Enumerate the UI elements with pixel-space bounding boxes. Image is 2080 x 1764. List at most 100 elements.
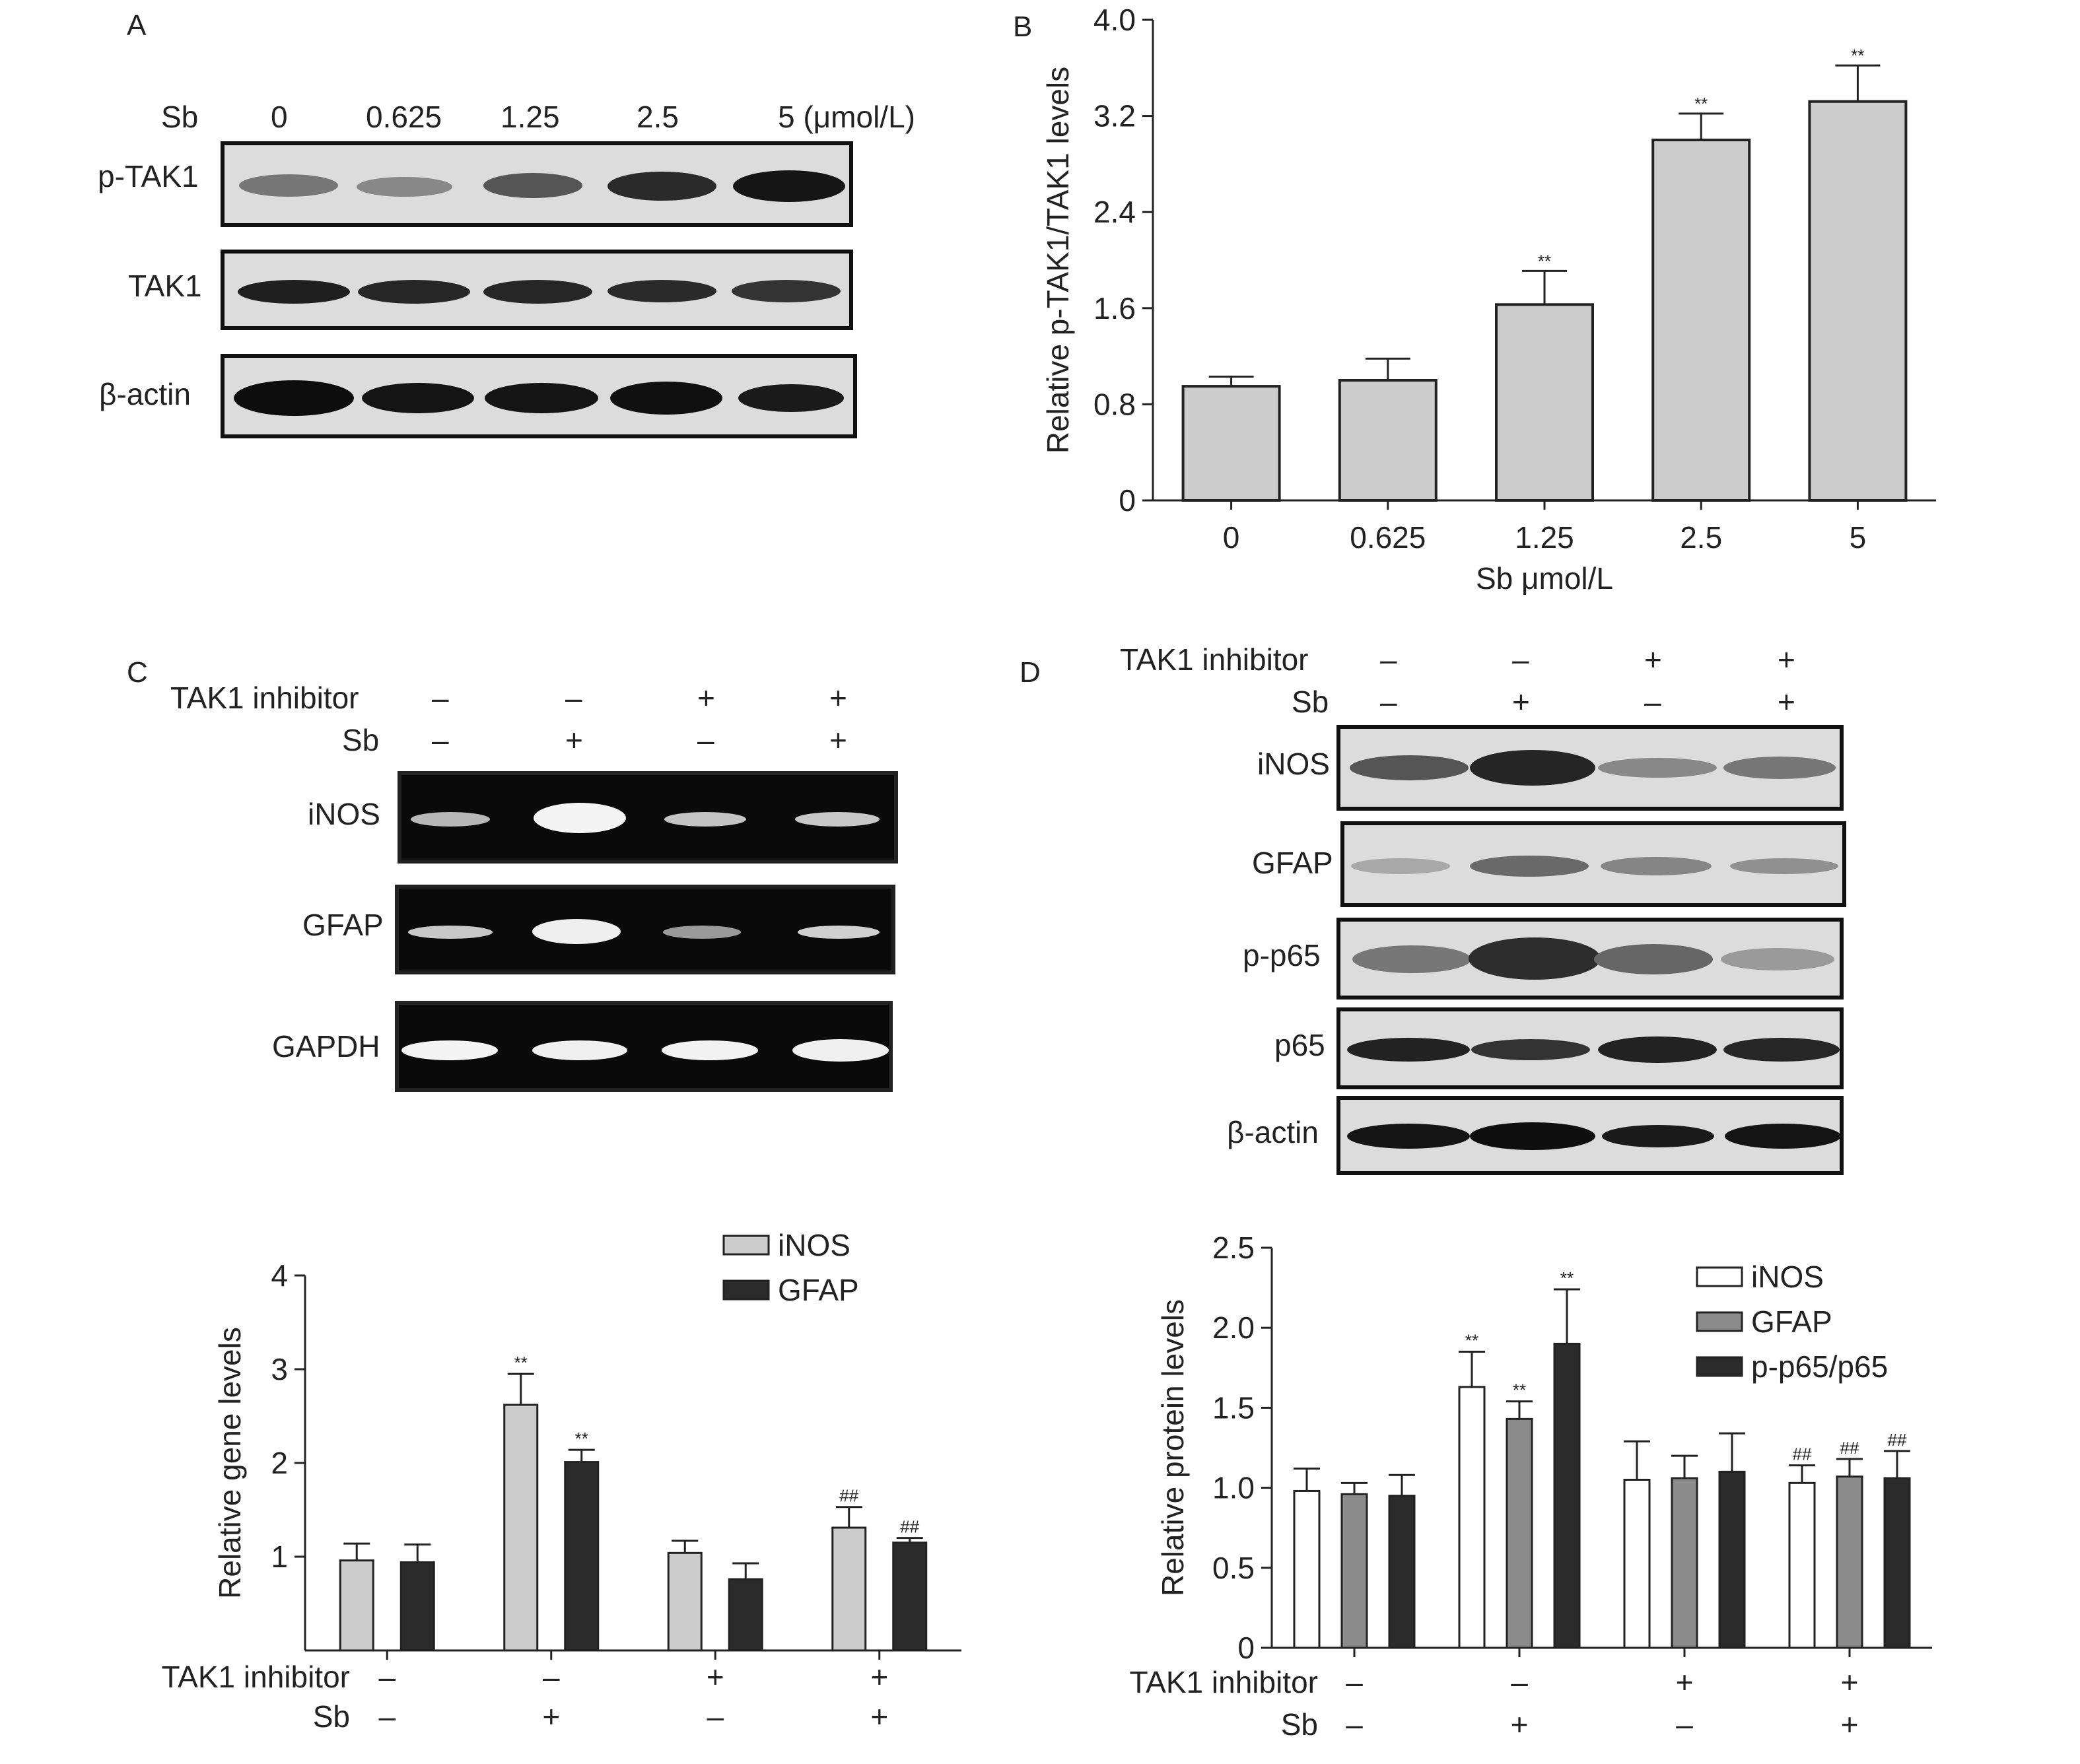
blot-row-label: p-TAK1 xyxy=(98,159,199,193)
y-tick-label: 1.6 xyxy=(1093,291,1136,325)
treatment-sign: – xyxy=(432,681,449,715)
blot-band xyxy=(1602,1125,1714,1147)
blot-band xyxy=(610,382,722,415)
treatment-sign: + xyxy=(1778,685,1795,719)
blot-band xyxy=(1598,758,1717,778)
treatment-sign: + xyxy=(870,1660,888,1694)
blot-band xyxy=(1470,750,1595,786)
treatment-sign: – xyxy=(378,1699,396,1734)
treatment-sign: + xyxy=(1644,642,1662,677)
treatment-sign: + xyxy=(707,1660,724,1694)
treatment-sign: – xyxy=(378,1660,396,1694)
treatment-sign: + xyxy=(542,1699,560,1734)
bar xyxy=(339,1559,374,1652)
treatment-sign: – xyxy=(707,1699,724,1734)
blot-d-p-p65 xyxy=(1336,918,1844,1000)
treatment-sign: + xyxy=(829,681,847,715)
gel-band xyxy=(532,919,621,944)
gel-c-gfap xyxy=(395,885,895,974)
blot-band xyxy=(483,280,592,304)
gel-band xyxy=(795,812,880,827)
gel-c-inos xyxy=(398,771,898,864)
treatment-sign: + xyxy=(1512,685,1530,719)
treatment-sign: + xyxy=(1841,1665,1859,1699)
bar xyxy=(1495,303,1594,502)
y-tick-label: 0 xyxy=(1237,1631,1255,1665)
legend-label: iNOS xyxy=(778,1228,850,1262)
bar xyxy=(892,1542,928,1652)
blot-band xyxy=(1594,944,1713,974)
blot-band xyxy=(1470,1122,1595,1150)
blot-a-p-tak1 xyxy=(221,141,853,227)
blot-band xyxy=(607,280,716,302)
x-axis-label: Sb μmol/L xyxy=(1476,561,1613,595)
blot-band xyxy=(732,280,841,302)
bar xyxy=(1388,1495,1416,1649)
gel-band xyxy=(663,926,741,939)
treatment-sign: + xyxy=(1676,1665,1694,1699)
significance-mark: ## xyxy=(1888,1430,1907,1450)
y-tick-label: 2 xyxy=(271,1446,288,1480)
bar xyxy=(1788,1481,1816,1649)
y-tick-label: 0.8 xyxy=(1093,387,1136,421)
treatment-sign: + xyxy=(697,681,715,715)
panel-b-letter: B xyxy=(1013,11,1033,43)
blot-band xyxy=(1470,856,1589,877)
blot-band xyxy=(607,172,716,201)
treatment-sign: + xyxy=(1511,1707,1529,1742)
blot-d-beta-actin xyxy=(1336,1096,1844,1175)
blot-band xyxy=(1601,857,1712,875)
gel-band xyxy=(401,1040,498,1060)
gel-band xyxy=(798,926,880,939)
treatment-sign: – xyxy=(1676,1707,1693,1742)
bar xyxy=(1883,1477,1911,1649)
bar xyxy=(667,1551,703,1652)
blot-d-gfap xyxy=(1340,821,1846,907)
bar xyxy=(1671,1477,1698,1649)
blot-band xyxy=(1351,858,1450,874)
y-tick-label: 1.5 xyxy=(1212,1390,1255,1425)
treatment-sign: + xyxy=(1841,1707,1859,1742)
bar xyxy=(1651,139,1751,502)
gel-band xyxy=(532,1040,627,1060)
significance-mark: ** xyxy=(1851,46,1864,65)
treatment-sign: – xyxy=(1512,642,1529,677)
legend-swatch xyxy=(1696,1311,1743,1332)
treatment-label: Sb xyxy=(313,1699,350,1734)
blot-band xyxy=(1730,858,1838,874)
gel-band xyxy=(408,926,493,939)
bar xyxy=(831,1526,867,1652)
blot-row-label: GFAP xyxy=(1252,846,1333,880)
treatment-sign: + xyxy=(565,723,583,757)
treatment-label: Sb xyxy=(342,723,380,757)
y-tick-label: 3.2 xyxy=(1093,99,1136,133)
y-tick-label: 2.5 xyxy=(1212,1231,1255,1265)
significance-mark: ## xyxy=(839,1486,858,1506)
legend-swatch xyxy=(722,1235,770,1256)
bar xyxy=(1340,1493,1368,1649)
treatment-label: TAK1 inhibitor xyxy=(161,1660,350,1694)
treatment-label: TAK1 inhibitor xyxy=(1129,1665,1318,1699)
bar xyxy=(1338,379,1438,502)
blot-a-tak1 xyxy=(221,250,853,330)
gel-band xyxy=(411,812,490,827)
legend-swatch xyxy=(1696,1356,1743,1377)
blot-band xyxy=(485,383,598,413)
treatment-label: TAK1 inhibitor xyxy=(170,681,359,715)
bar xyxy=(1181,385,1281,502)
significance-mark: ## xyxy=(900,1517,919,1537)
treatment-label: TAK1 inhibitor xyxy=(1120,642,1309,677)
treatment-sign: – xyxy=(697,723,714,757)
blot-band xyxy=(1721,948,1834,970)
panel-a-lane-label: 1.25 xyxy=(501,100,560,134)
blot-a-beta-actin xyxy=(221,354,857,438)
gel-c-gapdh xyxy=(395,1001,893,1092)
legend-label: iNOS xyxy=(1751,1260,1824,1294)
y-tick-label: 1 xyxy=(271,1540,288,1574)
y-tick-label: 2.0 xyxy=(1212,1310,1255,1345)
blot-band xyxy=(1347,1038,1470,1062)
panel-a-lane-label: 5 (μmol/L) xyxy=(778,100,915,134)
y-tick-label: 4.0 xyxy=(1093,3,1136,37)
significance-mark: ** xyxy=(1694,94,1708,114)
treatment-sign: – xyxy=(543,1660,560,1694)
